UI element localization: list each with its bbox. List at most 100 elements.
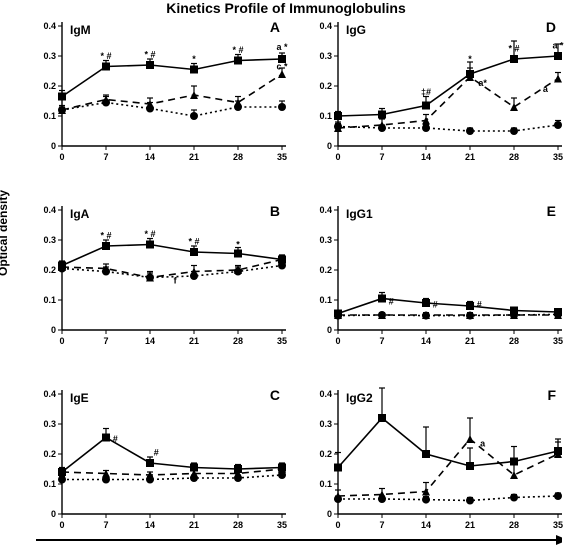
series-dashed [62,469,282,475]
ytick: 0.3 [319,235,332,245]
ytick: 0.4 [43,205,56,215]
xtick: 35 [553,152,563,162]
series-dashed [62,74,282,110]
series-solid [62,245,282,266]
panel-tag: IgG1 [346,207,373,221]
xtick: 14 [145,520,155,530]
xtick: 7 [379,336,384,346]
sig-annot: * # [508,44,519,54]
sig-annot: * # [471,300,482,310]
sig-annot: * # [188,237,199,247]
panel-tag: IgA [70,207,90,221]
ytick: 0 [327,325,332,335]
xtick: 35 [277,520,287,530]
sig-annot: * [236,240,240,250]
ytick: 0.2 [43,81,56,91]
sig-annot: * # [144,50,155,60]
xtick: 21 [465,152,475,162]
panel-tag: IgG2 [346,391,373,405]
xtick: 0 [59,520,64,530]
xtick: 35 [553,520,563,530]
ytick: 0 [51,141,56,151]
xtick: 21 [465,336,475,346]
ytick: 0.4 [43,21,56,31]
series-dotted [62,475,282,480]
panel-letter: E [547,203,556,219]
xtick: 28 [509,520,519,530]
panel-letter: A [270,19,280,35]
figure-title: Kinetics Profile of Immunoglobulins [0,0,572,16]
sig-annot: c * [276,62,288,72]
x-axis-arrow [36,533,562,547]
xtick: 7 [103,152,108,162]
ytick: 0.1 [319,111,332,121]
ytick: 0.3 [43,51,56,61]
ytick: 0.2 [43,449,56,459]
xtick: 7 [103,520,108,530]
xtick: 28 [233,152,243,162]
ytick: 0.2 [43,265,56,275]
xtick: 21 [189,336,199,346]
sig-annot: * [192,54,196,64]
xtick: 0 [335,520,340,530]
xtick: 14 [421,336,431,346]
xtick: 28 [233,520,243,530]
panel-letter: F [547,387,556,403]
xtick: 21 [465,520,475,530]
panel-C: 00.10.20.30.40714212835* ##IgEC [30,384,290,534]
xtick: 35 [277,152,287,162]
series-solid [338,418,558,468]
panel-tag: IgM [70,23,91,37]
panel-F: 00.10.20.30.40714212835aIgG2F [306,384,566,534]
xtick: 7 [379,152,384,162]
ytick: 0.1 [43,479,56,489]
series-dotted [62,266,282,278]
xtick: 28 [233,336,243,346]
xtick: 7 [103,336,108,346]
series-solid [62,59,282,97]
sig-annot: a [480,439,486,449]
series-solid [338,299,558,314]
panel-tag: IgG [346,23,366,37]
xtick: 7 [379,520,384,530]
sig-annot: a * [552,41,564,51]
panel-tag: IgE [70,391,89,405]
y-axis-label: Optical density [0,190,10,276]
series-dashed [338,77,558,128]
panel-E: 00.10.20.30.40714212835* #* #* #IgG1E [306,200,566,350]
xtick: 35 [277,336,287,346]
series-dashed [338,439,558,496]
xtick: 35 [553,336,563,346]
sig-annot: a * [276,42,288,52]
ytick: 0.3 [43,419,56,429]
ytick: 0.2 [319,265,332,275]
series-solid [338,56,558,116]
xtick: 0 [59,152,64,162]
ytick: 0.1 [319,295,332,305]
xtick: 21 [189,520,199,530]
ytick: 0.3 [319,419,332,429]
sig-annot: * [468,54,472,64]
sig-annot: * # [427,300,438,310]
ytick: 0.1 [43,295,56,305]
sig-annot: * # [107,434,118,444]
ytick: 0.1 [43,111,56,121]
ytick: 0.4 [43,389,56,399]
panel-D: 00.10.20.30.40714212835‡#*a** #a *aIgGD [306,16,566,166]
ytick: 0 [51,509,56,519]
sig-annot: ‡# [421,87,431,97]
ytick: 0 [327,509,332,519]
ytick: 0.2 [319,449,332,459]
ytick: 0.3 [319,51,332,61]
ytick: 0.1 [319,479,332,489]
ytick: 0.3 [43,235,56,245]
xtick: 14 [421,520,431,530]
xtick: 14 [145,336,155,346]
sig-annot: a* [478,78,487,88]
xtick: 28 [509,152,519,162]
panel-B: 00.10.20.30.40714212835* #* #* #*fIgAB [30,200,290,350]
sig-annot: * # [100,51,111,61]
ytick: 0.4 [319,205,332,215]
series-dotted [338,496,558,501]
sig-annot: # [154,448,159,458]
